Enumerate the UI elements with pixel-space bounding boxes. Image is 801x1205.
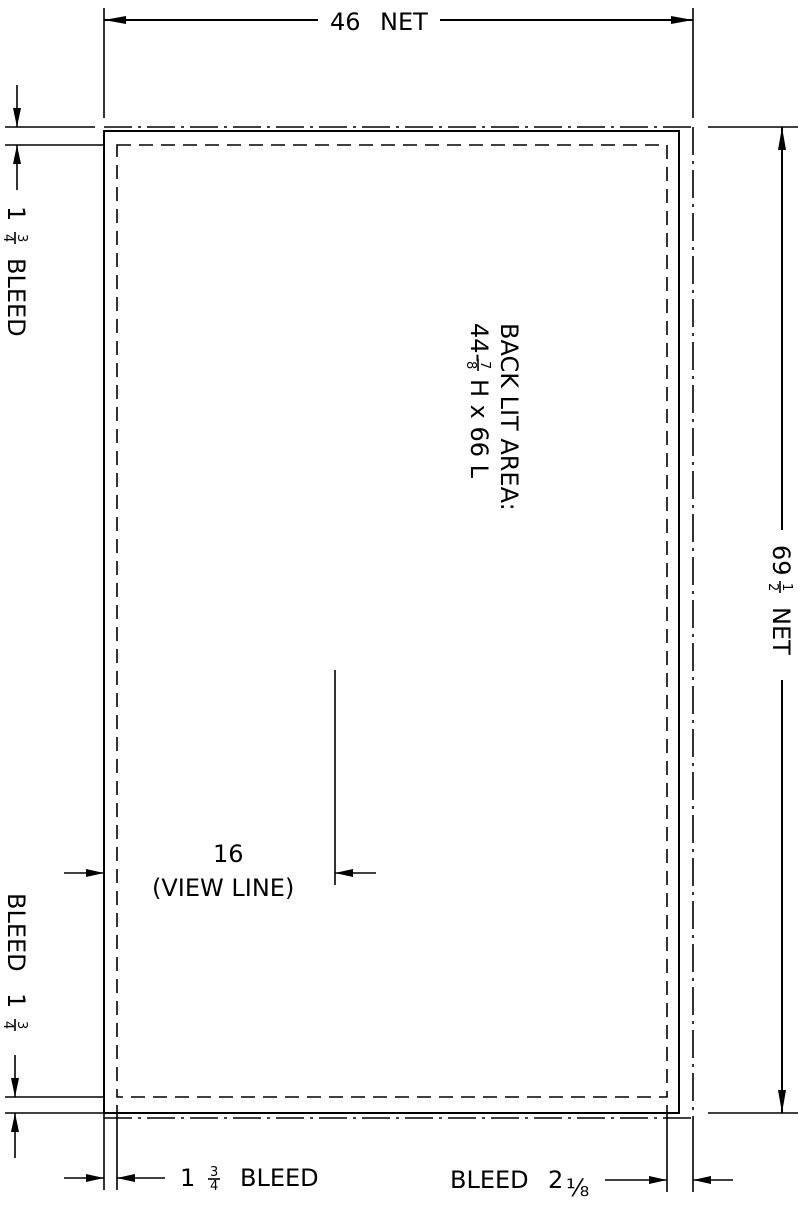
- bottom-bleed-dimension: BLEED 1 3 4: [0, 893, 104, 1158]
- view-line-dimension: 16 (VIEW LINE): [64, 670, 376, 902]
- left-bleed-dimension: 1 3 4 BLEED: [64, 1105, 319, 1194]
- arrowhead: [778, 1090, 786, 1113]
- left-bleed-value: 1: [180, 1164, 195, 1192]
- top-bleed-frac-num: 3: [14, 234, 29, 242]
- height-frac-num: 1: [779, 583, 794, 591]
- back-lit-area-frac-den: 8: [463, 361, 478, 369]
- arrowhead: [335, 869, 353, 877]
- top-bleed-frac-den: 4: [0, 234, 15, 242]
- arrowhead: [86, 1174, 104, 1182]
- top-bleed-label: BLEED: [2, 258, 30, 337]
- panel-outlines: [103, 126, 694, 1119]
- net-panel-outline: [103, 130, 680, 1114]
- arrowhead: [13, 145, 21, 164]
- right-bleed-value: 2: [548, 1166, 563, 1194]
- arrowhead: [671, 16, 693, 24]
- width-label: NET: [380, 8, 428, 36]
- width-value: 46: [330, 8, 361, 36]
- bottom-bleed-frac-num: 3: [14, 1021, 29, 1029]
- arrowhead: [13, 108, 21, 127]
- bottom-bleed-value: 1: [2, 993, 30, 1008]
- left-bleed-frac-num: 3: [210, 1165, 218, 1180]
- arrowhead: [86, 869, 104, 877]
- right-bleed-fraction: ⅛: [566, 1174, 589, 1202]
- arrowhead: [693, 1176, 711, 1184]
- left-bleed-frac-den: 4: [210, 1179, 218, 1194]
- height-label: NET: [767, 607, 795, 655]
- arrowhead: [649, 1176, 667, 1184]
- bottom-bleed-frac-den: 4: [0, 1021, 15, 1029]
- view-line-label: (VIEW LINE): [152, 874, 294, 902]
- arrowhead: [104, 16, 126, 24]
- height-frac-den: 2: [765, 583, 780, 591]
- top-bleed-value: 1: [2, 206, 30, 221]
- back-lit-area-outline: [116, 144, 668, 1098]
- right-bleed-dimension: BLEED 2 ⅛: [450, 1105, 733, 1202]
- bottom-bleed-label: BLEED: [2, 893, 30, 972]
- view-line-value: 16: [213, 840, 244, 868]
- left-bleed-label: BLEED: [240, 1164, 319, 1192]
- right-bleed-label: BLEED: [450, 1166, 529, 1194]
- height-dimension: 69 1 2 NET: [708, 126, 798, 1114]
- back-lit-area-size: H x 66 L: [465, 379, 493, 479]
- back-lit-area-frac-num: 7: [477, 361, 492, 369]
- arrowhead: [117, 1174, 135, 1182]
- arrowhead: [778, 127, 786, 150]
- back-lit-area-prefix: 44-: [465, 323, 493, 362]
- width-dimension: 46 NET: [103, 8, 694, 118]
- back-lit-area-title: BACK LIT AREA:: [495, 323, 523, 511]
- arrowhead: [11, 1078, 19, 1097]
- back-lit-area-note: BACK LIT AREA: 44- 7 8 H x 66 L: [463, 323, 523, 511]
- top-bleed-dimension: 1 3 4 BLEED: [0, 85, 104, 337]
- height-value: 69: [767, 545, 795, 576]
- arrowhead: [11, 1113, 19, 1132]
